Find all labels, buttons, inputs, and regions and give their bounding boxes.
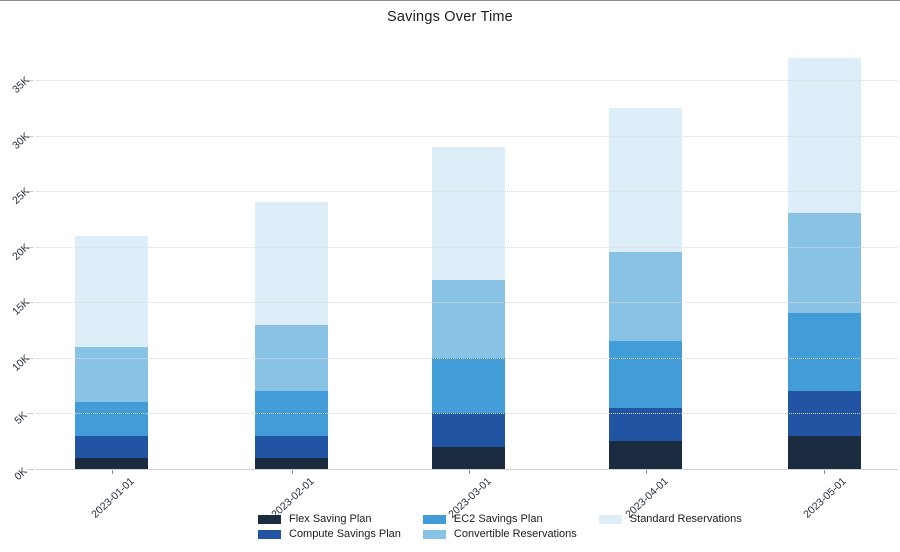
y-tick-label-20K: 20K [10, 240, 32, 263]
legend-label: EC2 Savings Plan [453, 513, 543, 525]
bar-segment-2023-05-01-compute-savings-plan[interactable] [787, 391, 861, 436]
legend-label: Standard Reservations [629, 513, 742, 525]
x-tick-label-2023-01-01: 2023-01-01 [88, 475, 137, 521]
bar-segment-2023-03-01-convertible-reservations[interactable] [432, 280, 505, 358]
bar-segment-2023-01-01-compute-savings-plan[interactable] [75, 435, 148, 458]
x-tick-2023-04-01 [645, 470, 647, 474]
x-tick-2023-02-01 [291, 470, 293, 474]
bar-segment-2023-05-01-flex-saving-plan[interactable] [787, 435, 861, 469]
legend-item-flex-saving-plan[interactable]: Flex Saving Plan [258, 513, 401, 525]
legend-label: Convertible Reservations [453, 528, 577, 540]
legend-swatch-icon [258, 514, 281, 524]
y-tick-10K [27, 357, 34, 359]
gridline-0K [36, 469, 898, 470]
legend-column: EC2 Savings Plan Convertible Reservations [422, 513, 577, 540]
bar-segment-2023-04-01-ec2-savings-plan[interactable] [609, 341, 682, 408]
gridline-20K [36, 246, 898, 248]
gridline-10K [36, 357, 898, 359]
y-tick-label-10K: 10K [10, 352, 32, 374]
bar-segment-2023-02-01-ec2-savings-plan[interactable] [255, 391, 328, 436]
legend-label: Flex Saving Plan [289, 513, 372, 525]
y-tick-30K [27, 135, 34, 137]
bar-segment-2023-03-01-compute-savings-plan[interactable] [432, 413, 505, 447]
legend-column: Flex Saving Plan Compute Savings Plan [258, 513, 401, 540]
gridline-25K [36, 191, 898, 193]
legend-item-ec2-savings-plan[interactable]: EC2 Savings Plan [422, 513, 577, 525]
legend-item-compute-savings-plan[interactable]: Compute Savings Plan [258, 528, 401, 540]
gridline-5K [36, 413, 898, 415]
bar-segment-2023-04-01-compute-savings-plan[interactable] [609, 407, 682, 442]
y-tick-20K [27, 246, 34, 248]
bar-segment-2023-01-01-flex-saving-plan[interactable] [75, 457, 148, 469]
bar-segment-2023-05-01-convertible-reservations[interactable] [787, 213, 861, 314]
legend-swatch-icon [258, 529, 281, 539]
legend-item-standard-reservations[interactable]: Standard Reservations [598, 513, 742, 525]
bar-segment-2023-02-01-flex-saving-plan[interactable] [255, 457, 328, 469]
y-tick-25K [27, 191, 34, 193]
x-tick-2023-05-01 [824, 470, 825, 474]
legend-column: Standard Reservations [598, 513, 742, 525]
bar-segment-2023-04-01-convertible-reservations[interactable] [609, 252, 682, 342]
legend: Flex Saving Plan Compute Savings Plan EC2 … [258, 513, 742, 540]
bar-segment-2023-01-01-standard-reservations[interactable] [75, 235, 148, 347]
bar-segment-2023-04-01-standard-reservations[interactable] [609, 107, 682, 253]
gridline-15K [36, 302, 898, 304]
x-tick-label-2023-05-01: 2023-05-01 [801, 475, 849, 521]
y-tick-label-0K: 0K [12, 465, 30, 483]
y-tick-35K [27, 80, 34, 81]
gridline-30K [36, 135, 898, 137]
bar-segment-2023-03-01-ec2-savings-plan[interactable] [432, 357, 505, 414]
legend-swatch-icon [598, 514, 622, 524]
y-tick-label-5K: 5K [12, 409, 30, 428]
y-tick-15K [27, 302, 34, 304]
bar-segment-2023-02-01-compute-savings-plan[interactable] [255, 435, 328, 458]
legend-swatch-icon [422, 514, 446, 524]
legend-item-convertible-reservations[interactable]: Convertible Reservations [422, 528, 577, 540]
bar-segment-2023-03-01-standard-reservations[interactable] [432, 146, 505, 281]
bar-segment-2023-01-01-convertible-reservations[interactable] [75, 346, 148, 403]
legend-swatch-icon [422, 529, 446, 539]
y-tick-label-25K: 25K [10, 185, 32, 207]
y-tick-label-35K: 35K [10, 74, 32, 96]
y-tick-5K [27, 413, 34, 415]
y-tick-label-30K: 30K [10, 129, 32, 152]
x-tick-2023-03-01 [468, 470, 470, 474]
bar-segment-2023-01-01-ec2-savings-plan[interactable] [75, 402, 148, 436]
legend-label: Compute Savings Plan [289, 528, 401, 540]
bar-segment-2023-02-01-convertible-reservations[interactable] [255, 324, 328, 392]
bar-segment-2023-02-01-standard-reservations[interactable] [255, 202, 328, 325]
bar-segment-2023-03-01-flex-saving-plan[interactable] [432, 446, 505, 469]
chart-title: Savings Over Time [387, 9, 513, 25]
bar-segment-2023-05-01-ec2-savings-plan[interactable] [787, 313, 861, 392]
y-tick-label-15K: 15K [10, 296, 32, 319]
x-tick-2023-01-01 [111, 470, 113, 474]
gridline-35K [36, 80, 898, 81]
y-tick-0K [27, 469, 34, 470]
bar-segment-2023-04-01-flex-saving-plan[interactable] [609, 441, 682, 469]
